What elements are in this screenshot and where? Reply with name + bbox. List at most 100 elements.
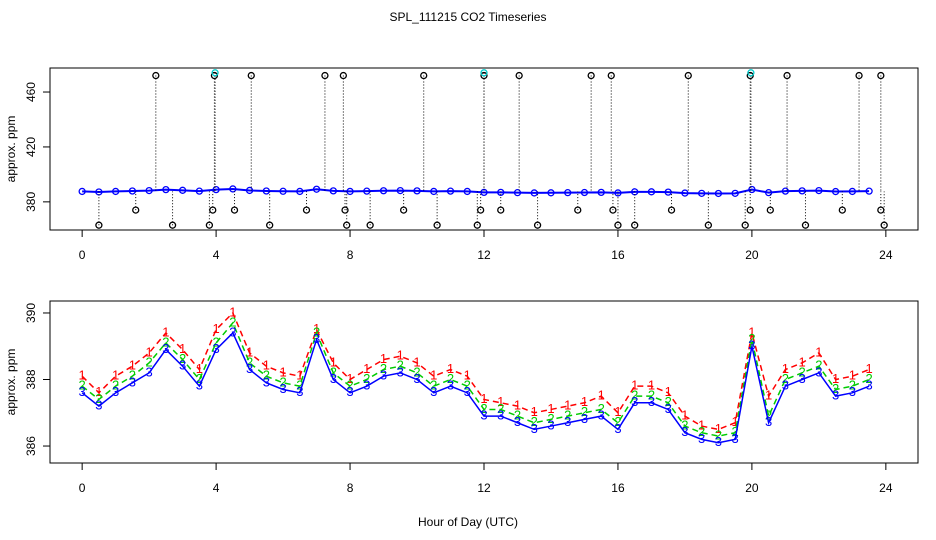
point-marker: 2 bbox=[447, 371, 454, 386]
point-marker: 3 bbox=[447, 378, 454, 393]
point-marker: 2 bbox=[313, 324, 320, 339]
point bbox=[877, 71, 885, 80]
point-marker: 2 bbox=[430, 378, 437, 393]
point-marker: 3 bbox=[246, 361, 253, 376]
point-marker: 1 bbox=[79, 368, 86, 383]
point-marker: 1 bbox=[681, 408, 688, 423]
point-marker: 3 bbox=[196, 378, 203, 393]
point bbox=[748, 185, 756, 194]
figure-title: SPL_111215 CO2 Timeseries bbox=[390, 10, 547, 24]
point-marker: 3 bbox=[346, 384, 353, 399]
x-tick-label: 4 bbox=[213, 481, 220, 495]
point bbox=[145, 186, 153, 195]
point-marker: 1 bbox=[765, 388, 772, 403]
point-marker: 1 bbox=[162, 324, 169, 339]
point-marker: 3 bbox=[212, 341, 219, 356]
point-marker: 3 bbox=[162, 341, 169, 356]
point-marker: 1 bbox=[832, 371, 839, 386]
point-marker: 1 bbox=[480, 391, 487, 406]
point-marker: 1 bbox=[497, 394, 504, 409]
x-tick-label: 4 bbox=[213, 248, 220, 262]
point-marker: 1 bbox=[380, 351, 387, 366]
point-marker: 2 bbox=[581, 404, 588, 419]
point bbox=[132, 206, 140, 214]
point bbox=[547, 189, 555, 197]
x-tick-label: 20 bbox=[745, 481, 759, 495]
point bbox=[607, 71, 615, 80]
point-marker: 1 bbox=[849, 368, 856, 383]
point-marker: 1 bbox=[229, 304, 236, 319]
point-marker: 2 bbox=[246, 354, 253, 369]
point bbox=[229, 185, 237, 193]
point-marker: 1 bbox=[146, 344, 153, 359]
point-marker: 1 bbox=[246, 344, 253, 359]
point-marker: 2 bbox=[413, 364, 420, 379]
point bbox=[597, 188, 605, 197]
point bbox=[587, 71, 595, 80]
x-tick-label: 12 bbox=[477, 481, 491, 495]
point-marker: 2 bbox=[179, 351, 186, 366]
point-marker: 1 bbox=[129, 358, 136, 373]
x-tick-label: 24 bbox=[879, 481, 893, 495]
point bbox=[530, 189, 538, 197]
point bbox=[78, 187, 86, 196]
point-marker: 2 bbox=[849, 378, 856, 393]
point-marker: 1 bbox=[279, 364, 286, 379]
x-tick-label: 0 bbox=[79, 481, 86, 495]
point bbox=[312, 185, 321, 193]
point-marker: 1 bbox=[363, 361, 370, 376]
point-marker: 1 bbox=[95, 384, 102, 399]
point bbox=[574, 206, 582, 214]
point bbox=[580, 188, 589, 197]
point bbox=[838, 206, 846, 214]
point bbox=[564, 189, 572, 197]
point-marker: 1 bbox=[413, 354, 420, 369]
x-tick-label: 8 bbox=[347, 481, 354, 495]
point-marker: 2 bbox=[279, 374, 286, 389]
x-tick-label: 0 bbox=[79, 248, 86, 262]
point-marker: 2 bbox=[263, 368, 270, 383]
point-marker: 2 bbox=[598, 401, 605, 416]
point bbox=[262, 187, 270, 195]
point bbox=[855, 71, 863, 80]
point-marker: 2 bbox=[330, 364, 337, 379]
point bbox=[815, 186, 823, 195]
point-marker: 3 bbox=[464, 384, 471, 399]
point-marker: 1 bbox=[547, 401, 554, 416]
point bbox=[399, 206, 408, 214]
point bbox=[321, 71, 329, 80]
point bbox=[747, 69, 755, 77]
point-marker: 2 bbox=[765, 408, 772, 423]
point-marker: 3 bbox=[413, 371, 420, 386]
point-marker: 2 bbox=[564, 408, 571, 423]
point-marker: 1 bbox=[698, 418, 705, 433]
point-marker: 1 bbox=[865, 361, 872, 376]
x-tick-label: 12 bbox=[477, 248, 491, 262]
point bbox=[396, 186, 404, 195]
point bbox=[230, 206, 239, 214]
point-marker: 2 bbox=[146, 354, 153, 369]
point-marker: 3 bbox=[330, 371, 337, 386]
point bbox=[413, 187, 421, 195]
point-marker: 3 bbox=[782, 378, 789, 393]
point-marker: 3 bbox=[648, 394, 655, 409]
point-marker: 2 bbox=[464, 378, 471, 393]
point bbox=[346, 187, 354, 196]
point-marker: 1 bbox=[531, 404, 538, 419]
point bbox=[515, 71, 523, 80]
point bbox=[801, 221, 810, 229]
point bbox=[609, 206, 617, 214]
point-marker: 3 bbox=[229, 324, 236, 339]
point-marker: 2 bbox=[497, 401, 504, 416]
point bbox=[247, 71, 255, 80]
point bbox=[766, 206, 774, 214]
point-marker: 3 bbox=[832, 388, 839, 403]
point-marker: 2 bbox=[748, 331, 755, 346]
point bbox=[513, 189, 522, 197]
point-marker: 3 bbox=[79, 384, 86, 399]
point-marker: 2 bbox=[799, 364, 806, 379]
point-marker: 1 bbox=[614, 404, 621, 419]
point bbox=[497, 188, 505, 197]
point bbox=[865, 187, 873, 195]
point bbox=[746, 206, 754, 214]
